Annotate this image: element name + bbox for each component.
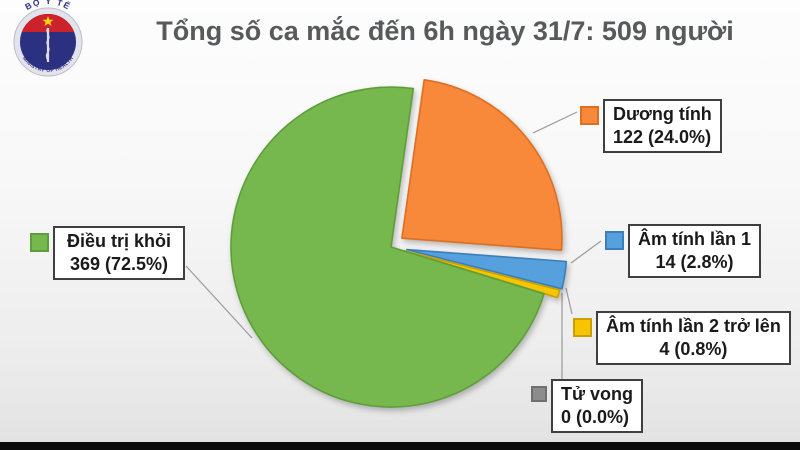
legend-marker-duong-tinh xyxy=(580,106,599,125)
legend-marker-am-tinh-lan-2 xyxy=(573,318,592,337)
svg-text:BỘ Y TẾ: BỘ Y TẾ xyxy=(23,0,72,12)
leader-line-am-tinh-2 xyxy=(565,287,573,315)
chart-title: Tổng số ca mắc đến 6h ngày 31/7: 509 ngư… xyxy=(156,16,734,46)
logo-top-text: BỘ Y TẾ xyxy=(23,0,71,12)
leader-line-am-tinh-1 xyxy=(570,240,602,264)
legend-label-duong-tinh: Dương tính xyxy=(613,104,712,124)
pie-slice-4 xyxy=(230,86,545,408)
pie-slice-0 xyxy=(401,79,563,251)
letterbox-bar xyxy=(0,442,800,450)
ministry-of-health-logo: BỘ Y TẾ MINISTRY OF HEALTH xyxy=(13,0,83,77)
legend-marker-tu-vong xyxy=(531,386,547,402)
snake-icon xyxy=(45,27,50,61)
legend-value-tu-vong: 0 (0.0%) xyxy=(561,407,630,427)
pie-slice-1 xyxy=(406,248,568,290)
legend-label-tu-vong: Tử vong xyxy=(561,384,634,404)
leader-line-dieu-tri-khoi xyxy=(185,265,253,339)
legend-duong-tinh: Dương tính 122 (24.0%) xyxy=(580,99,722,153)
legend-label-dieu-tri-khoi: Điều trị khỏi xyxy=(67,231,172,251)
legend-value-am-tinh-lan-2: 4 (0.8%) xyxy=(659,339,728,359)
legend-tu-vong: Tử vong 0 (0.0%) xyxy=(531,379,644,433)
legend-am-tinh-lan-2: Âm tính lần 2 trở lên 4 (0.8%) xyxy=(573,311,791,365)
legend-am-tinh-lan-1: Âm tính lần 1 14 (2.8%) xyxy=(605,224,762,278)
star-icon xyxy=(42,16,54,26)
leader-line-duong-tinh xyxy=(532,111,578,134)
legend-label-am-tinh-lan-1: Âm tính lần 1 xyxy=(638,229,752,249)
legend-dieu-tri-khoi: Điều trị khỏi 369 (72.5%) xyxy=(30,226,186,280)
legend-value-am-tinh-lan-1: 14 (2.8%) xyxy=(655,252,734,272)
pie-slices xyxy=(230,79,568,408)
legend-value-duong-tinh: 122 (24.0%) xyxy=(613,127,712,147)
legend-marker-dieu-tri-khoi xyxy=(30,233,49,252)
legend-label-am-tinh-lan-2: Âm tính lần 2 trở lên xyxy=(606,316,781,336)
legend-marker-am-tinh-lan-1 xyxy=(605,231,624,250)
legend-value-dieu-tri-khoi: 369 (72.5%) xyxy=(69,254,169,274)
